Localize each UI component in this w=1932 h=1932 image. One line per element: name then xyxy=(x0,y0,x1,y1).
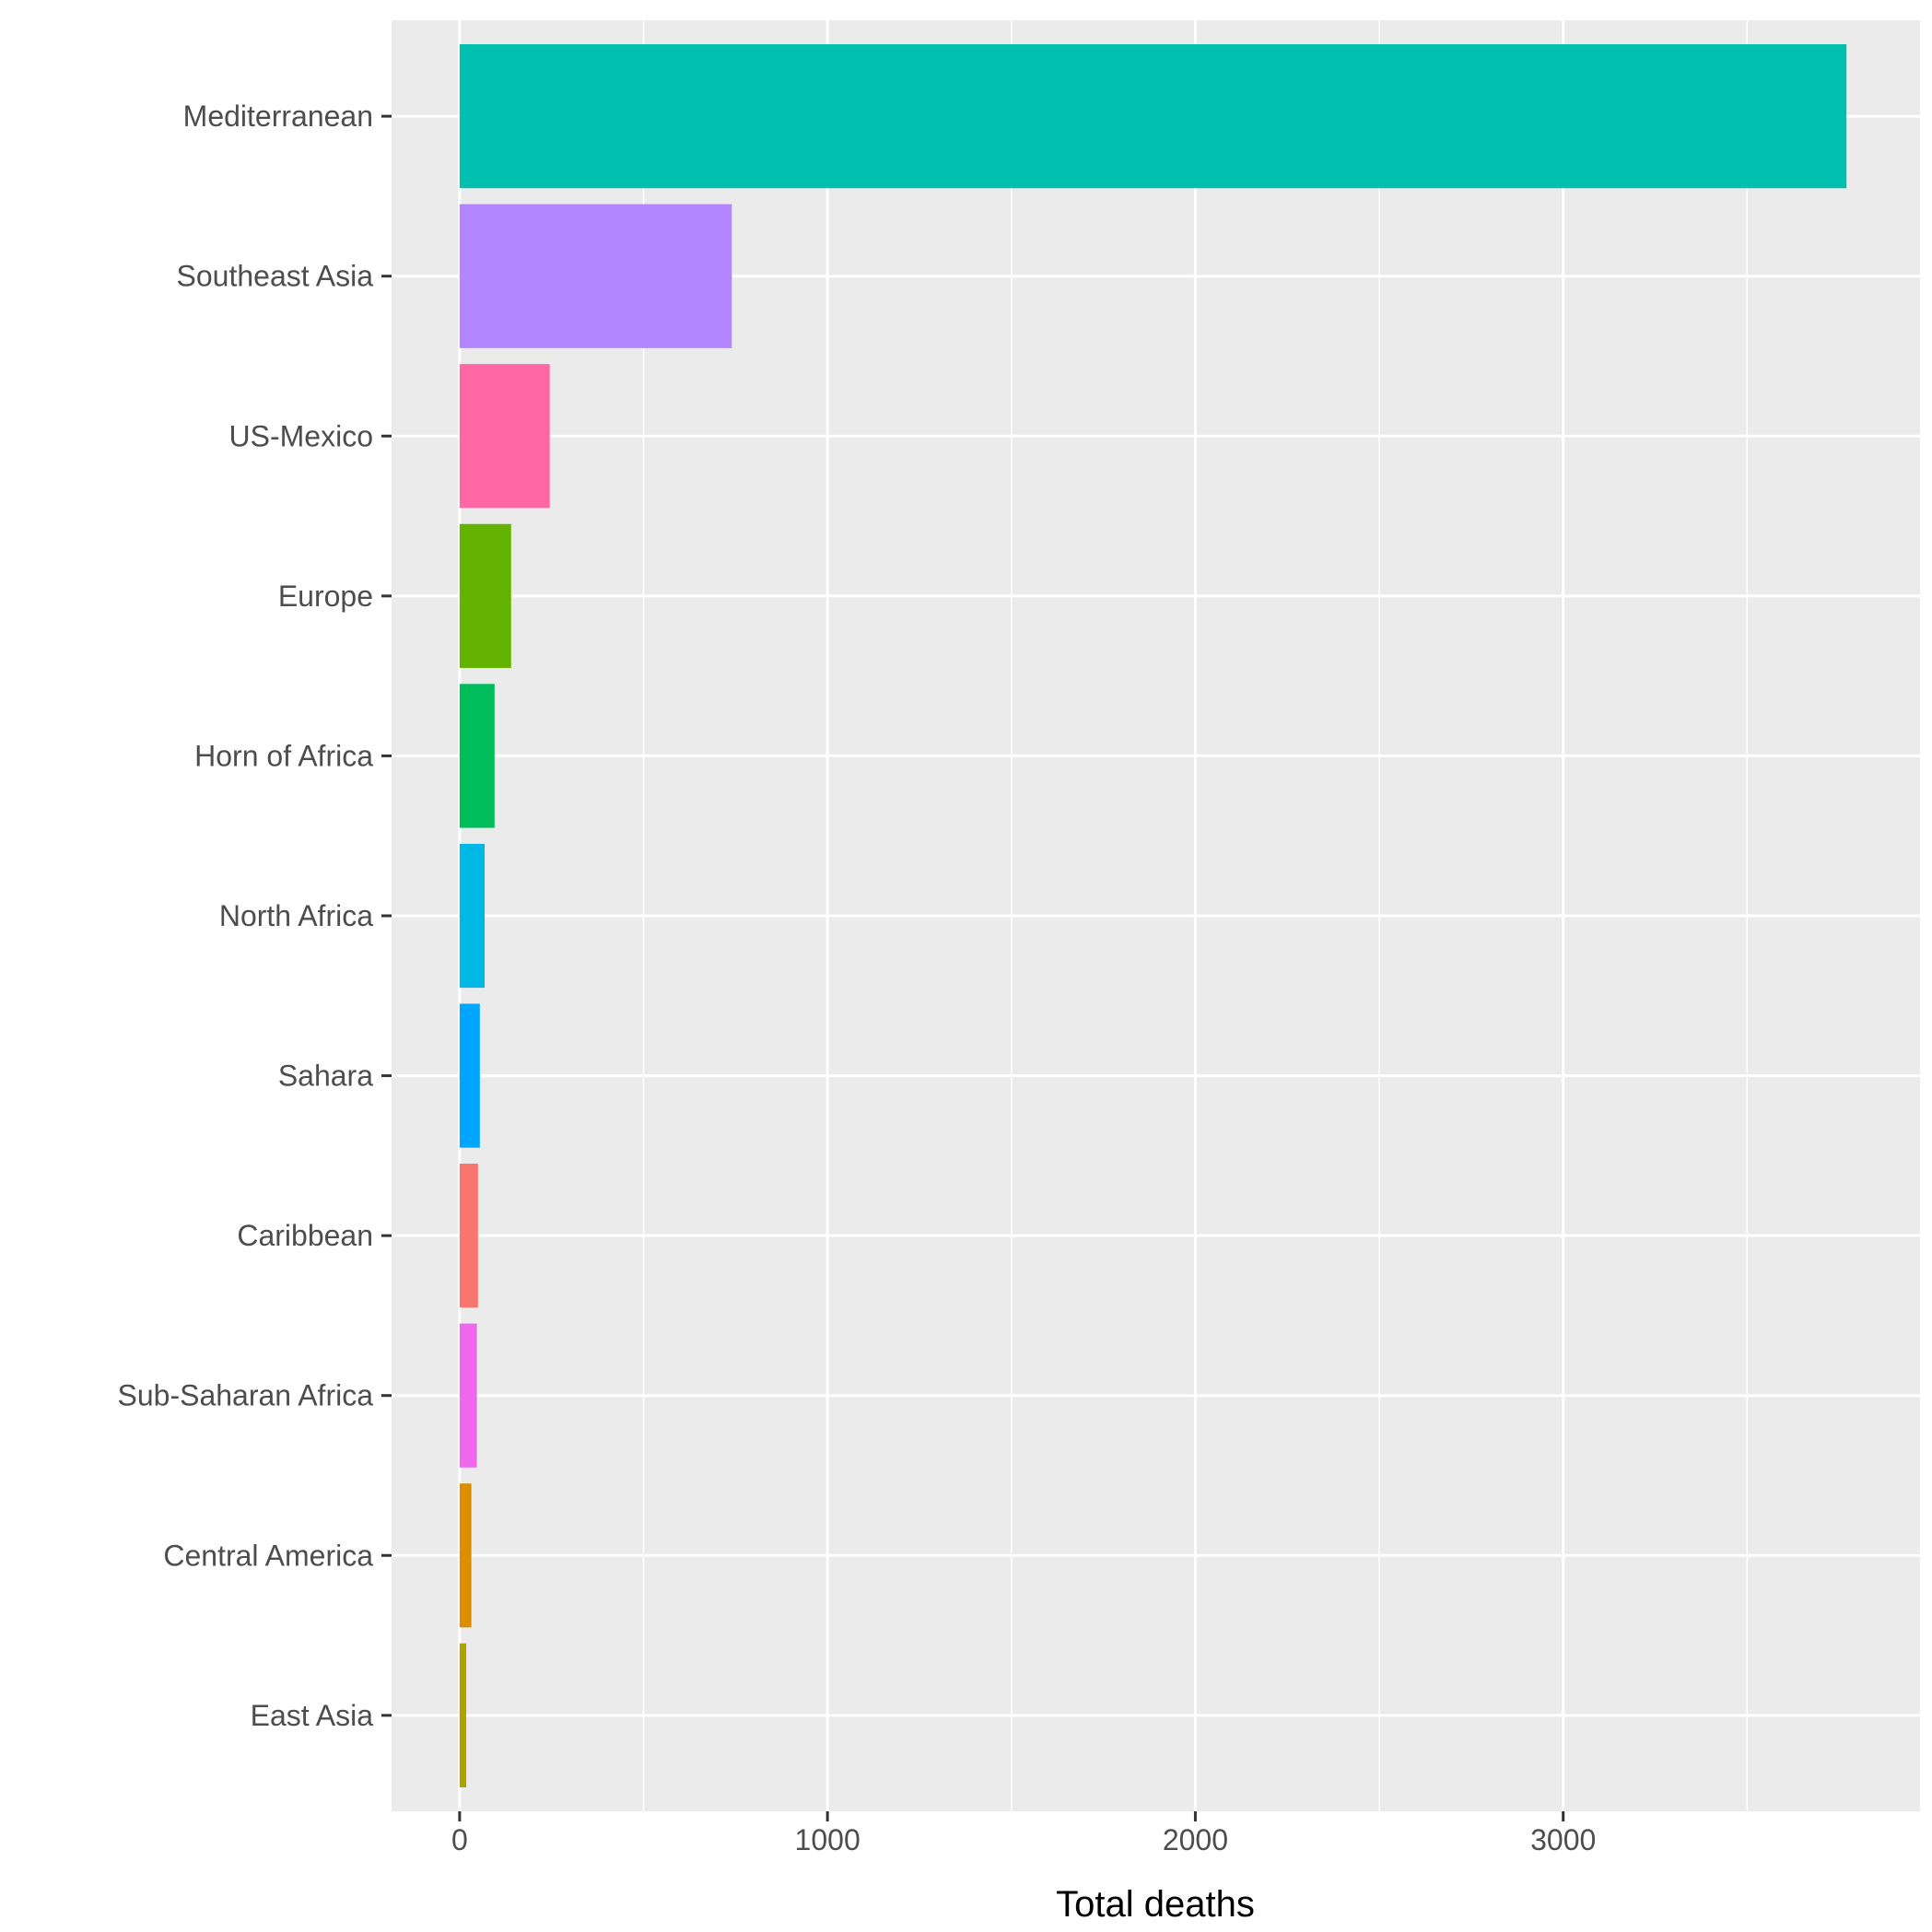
x-axis: 0 1000 2000 3000 xyxy=(451,1811,1596,1856)
y-tick-label: Mediterranean xyxy=(183,100,373,133)
bar xyxy=(459,684,495,828)
y-tick-label: Central America xyxy=(163,1539,373,1572)
x-axis-title: Total deaths xyxy=(1056,1884,1255,1925)
y-axis: Mediterranean Southeast Asia US-Mexico Euro… xyxy=(118,100,392,1732)
bar xyxy=(459,1164,478,1308)
x-tick-label: 2000 xyxy=(1163,1823,1228,1856)
bar xyxy=(459,843,486,989)
y-tick-label: Sahara xyxy=(278,1060,373,1093)
y-tick-label: East Asia xyxy=(251,1699,374,1732)
bar xyxy=(459,1643,467,1787)
y-tick-label: Horn of Africa xyxy=(194,739,373,772)
bar xyxy=(459,44,1847,189)
bar xyxy=(459,1003,480,1148)
bar xyxy=(459,1483,472,1628)
x-tick-label: 0 xyxy=(451,1823,468,1856)
y-tick-label: Sub-Saharan Africa xyxy=(118,1379,374,1412)
y-tick-label: Southeast Asia xyxy=(177,260,374,293)
y-tick-label: US-Mexico xyxy=(229,419,373,452)
bar xyxy=(459,1323,477,1468)
y-tick-label: Caribbean xyxy=(237,1219,373,1252)
y-tick-label: Europe xyxy=(278,580,373,613)
bar xyxy=(459,364,550,509)
bar xyxy=(459,523,511,668)
x-tick-label: 3000 xyxy=(1530,1823,1596,1856)
bar xyxy=(459,204,732,348)
x-tick-label: 1000 xyxy=(795,1823,861,1856)
bars xyxy=(459,44,1847,1787)
y-tick-label: North Africa xyxy=(219,899,373,932)
